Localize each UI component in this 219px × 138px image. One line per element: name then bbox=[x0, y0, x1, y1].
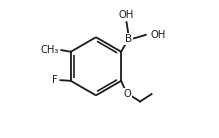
Text: O: O bbox=[123, 89, 131, 99]
Text: OH: OH bbox=[150, 30, 166, 40]
Text: CH₃: CH₃ bbox=[40, 45, 59, 55]
Text: F: F bbox=[51, 75, 57, 85]
Text: B: B bbox=[125, 34, 132, 44]
Text: OH: OH bbox=[119, 10, 134, 20]
